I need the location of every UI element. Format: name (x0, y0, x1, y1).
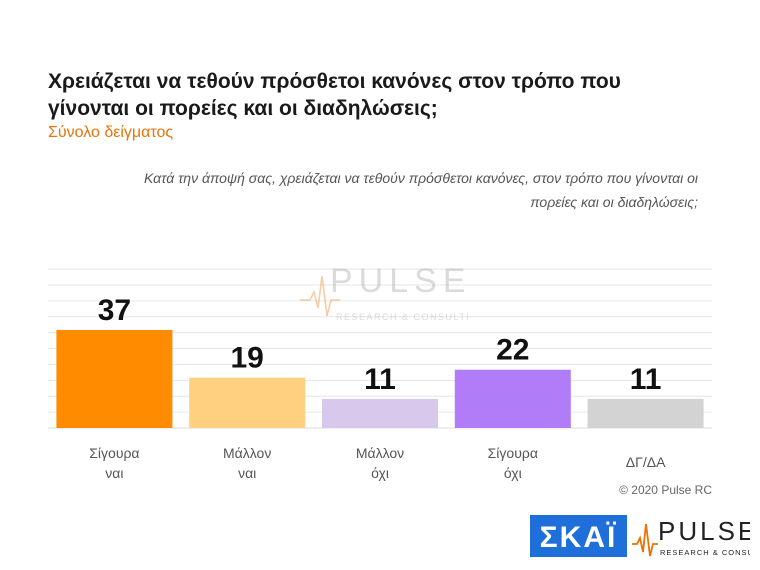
category-label: Σίγουρα (488, 445, 538, 461)
pulse-logo-wordmark: PULSE (658, 516, 750, 546)
bar (56, 330, 173, 428)
category-label: Σίγουρα (89, 445, 139, 461)
pulse-logo: PULSE RESEARCH & CONSULTING (632, 516, 750, 557)
skai-wordmark: ΣΚΑΪ (540, 521, 618, 554)
category-label: ναι (238, 465, 256, 481)
pulse-watermark-logo: PULSE RESEARCH & CONSULTING (300, 262, 470, 322)
bar (587, 398, 704, 428)
watermark-wordmark: PULSE (330, 262, 470, 300)
pulse-line-icon (300, 275, 340, 317)
skai-logo: ΣΚΑΪ (530, 515, 627, 557)
value-label: 19 (231, 342, 264, 375)
pulse-logo-tagline: RESEARCH & CONSULTING (660, 548, 750, 557)
watermark-tagline: RESEARCH & CONSULTING (336, 312, 470, 322)
pulse-logo-line-icon (632, 523, 658, 557)
copyright-note: © 2020 Pulse RC (619, 483, 712, 497)
value-label: 11 (364, 363, 396, 396)
bars (56, 330, 704, 428)
value-label: 37 (98, 294, 131, 327)
category-labels: Σίγουρα ναι Μάλλον ναι Μάλλον όχι Σίγουρα όχι ΔΓ… (89, 445, 666, 481)
category-label: όχι (504, 465, 522, 481)
bar (189, 377, 306, 428)
value-labels: 37 19 11 22 11 (98, 294, 662, 396)
chart-title: Χρειάζεται να τεθούν πρόσθετοι κανόνες σ… (48, 70, 621, 120)
category-label: ναι (105, 465, 123, 481)
bar (454, 369, 571, 428)
value-label: 22 (496, 334, 529, 367)
chart-subtitle: Σύνολο δείγματος (48, 124, 174, 141)
category-label: όχι (371, 465, 389, 481)
bar (322, 398, 438, 428)
category-label: Μάλλον (223, 445, 271, 461)
value-label: 11 (630, 363, 662, 396)
survey-question: Κατά την άποψή σας, χρειάζεται να τεθούν… (144, 170, 698, 210)
category-label: Μάλλον (356, 445, 404, 461)
category-label: ΔΓ/ΔΑ (626, 454, 666, 470)
